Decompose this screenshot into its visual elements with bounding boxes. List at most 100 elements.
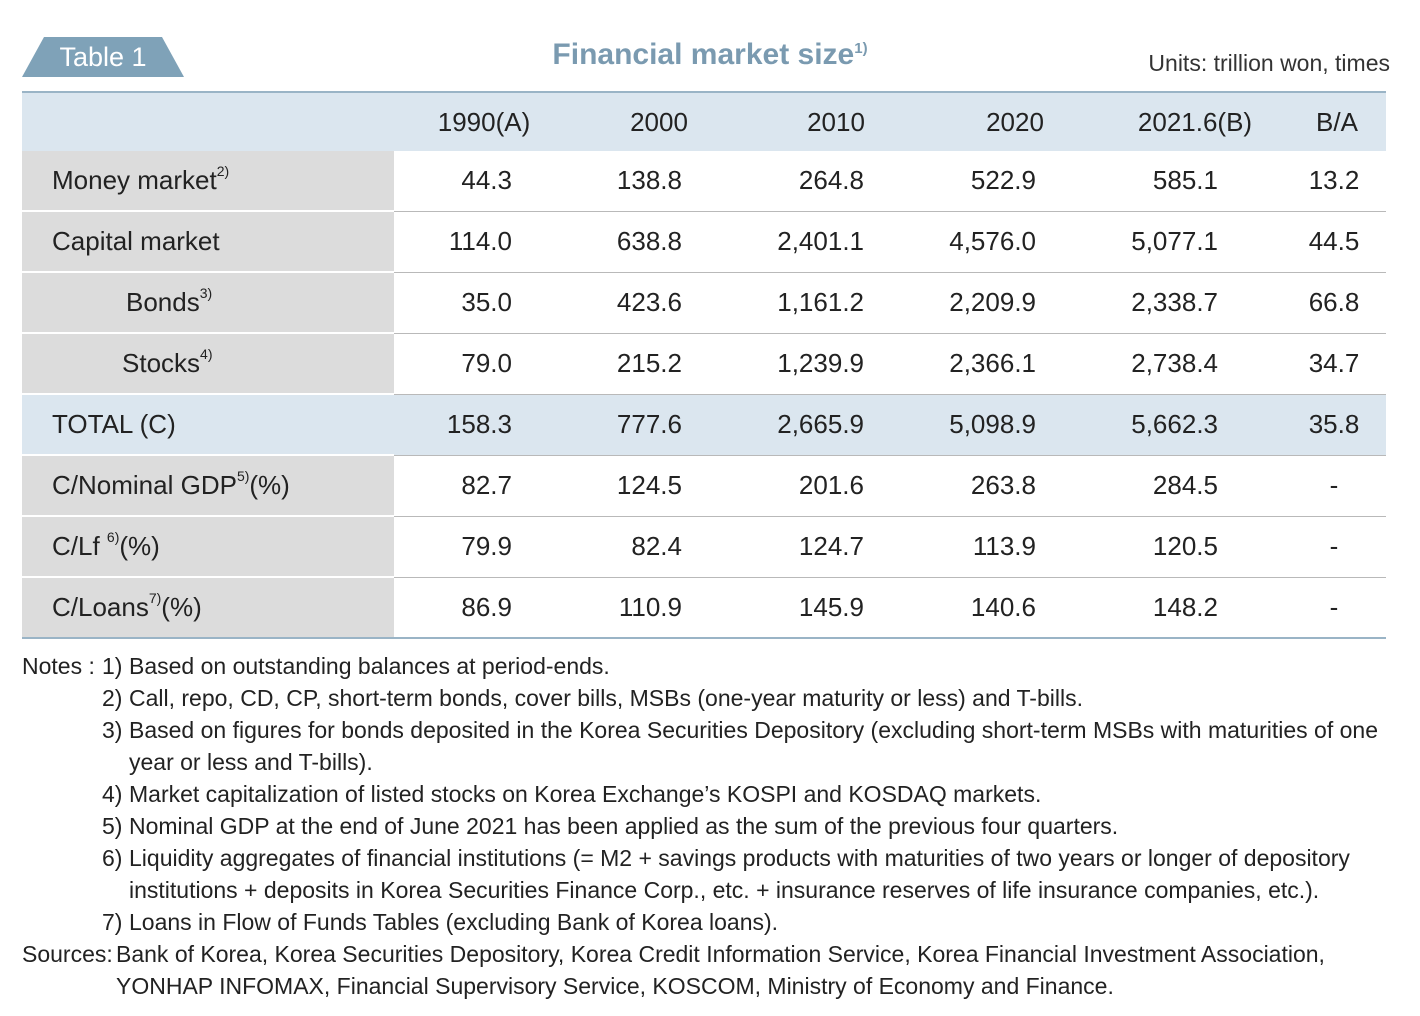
- row-label-text: C/Lf: [52, 531, 107, 561]
- note-text: Based on outstanding balances at period-…: [129, 653, 610, 679]
- financial-market-size-table: 1990(A) 2000 2010 2020 2021.6(B) B/A Mon…: [22, 91, 1386, 639]
- table-cell: 423.6: [574, 272, 744, 334]
- note-indent: [22, 682, 102, 714]
- note-text: Based on figures for bonds deposited in …: [129, 717, 1379, 775]
- table-cell: -: [1288, 516, 1386, 578]
- column-header-2021-6: 2021.6(B): [1102, 92, 1288, 151]
- row-label-suffix: (%): [119, 531, 160, 561]
- note-indent: [22, 714, 102, 778]
- table-cell: 79.9: [394, 516, 574, 578]
- row-footnote-ref: 2): [216, 163, 230, 179]
- row-label-text: TOTAL (C): [52, 409, 176, 439]
- row-label: Capital market: [22, 211, 394, 273]
- note-text: Loans in Flow of Funds Tables (excluding…: [129, 909, 779, 935]
- note-number: 7): [102, 909, 123, 935]
- table-cell: 5,077.1: [1102, 211, 1288, 273]
- table-cell: 2,665.9: [744, 394, 928, 456]
- note-item: 6) Liquidity aggregates of financial ins…: [22, 842, 1392, 906]
- table-header: Table 1 Financial market size1) Units: t…: [0, 0, 1420, 90]
- table-cell: -: [1288, 455, 1386, 517]
- table-row-bonds: Bonds3) 35.0 423.6 1,161.2 2,209.9 2,338…: [22, 272, 1386, 334]
- table-row-stocks: Stocks4) 79.0 215.2 1,239.9 2,366.1 2,73…: [22, 333, 1386, 395]
- table-cell: 66.8: [1288, 272, 1386, 334]
- note-number: 1): [102, 653, 123, 679]
- table-cell: 5,098.9: [928, 394, 1102, 456]
- note-text: Nominal GDP at the end of June 2021 has …: [129, 813, 1119, 839]
- note-number: 3): [102, 717, 123, 743]
- column-header-1990: 1990(A): [394, 92, 574, 151]
- table-notes: Notes : 1) Based on outstanding balances…: [22, 650, 1392, 1002]
- table-cell: 124.7: [744, 516, 928, 578]
- row-footnote-ref: 6): [106, 529, 120, 545]
- table-title-text: Financial market size: [552, 38, 855, 71]
- notes-prefix: Notes :: [22, 653, 95, 679]
- table-cell: 113.9: [928, 516, 1102, 578]
- table-cell: 215.2: [574, 333, 744, 395]
- table-row-c-lf: C/Lf 6)(%) 79.9 82.4 124.7 113.9 120.5 -: [22, 516, 1386, 578]
- sources-label: Sources:: [22, 941, 113, 967]
- column-header-2000: 2000: [574, 92, 744, 151]
- row-label-suffix: (%): [249, 470, 290, 500]
- table-row-money-market: Money market2) 44.3 138.8 264.8 522.9 58…: [22, 151, 1386, 212]
- note-item: 7) Loans in Flow of Funds Tables (exclud…: [22, 906, 1392, 938]
- note-indent: [22, 842, 102, 906]
- table-cell: 777.6: [574, 394, 744, 456]
- table-cell: 35.0: [394, 272, 574, 334]
- row-footnote-ref: 7): [148, 590, 162, 606]
- row-label: C/Loans7)(%): [22, 577, 394, 638]
- note-number: 6): [102, 845, 123, 871]
- table-cell: 638.8: [574, 211, 744, 273]
- note-indent: [22, 810, 102, 842]
- table-number-tag: Table 1: [22, 37, 184, 77]
- note-item: 2) Call, repo, CD, CP, short-term bonds,…: [22, 682, 1392, 714]
- note-text: Market capitalization of listed stocks o…: [129, 781, 1042, 807]
- table-cell: 5,662.3: [1102, 394, 1288, 456]
- row-label-suffix: (%): [161, 592, 202, 622]
- table-row-capital-market: Capital market 114.0 638.8 2,401.1 4,576…: [22, 211, 1386, 273]
- table-cell: 114.0: [394, 211, 574, 273]
- table-cell: 2,401.1: [744, 211, 928, 273]
- table-cell: 1,161.2: [744, 272, 928, 334]
- column-header-2020: 2020: [928, 92, 1102, 151]
- table-cell: 110.9: [618, 591, 682, 622]
- note-indent: [22, 906, 102, 938]
- note-number: 4): [102, 781, 123, 807]
- note-item: Notes : 1) Based on outstanding balances…: [22, 650, 1392, 682]
- table-cell: 264.8: [744, 151, 928, 212]
- row-label-text: C/Loans: [52, 592, 149, 622]
- row-label: Money market2): [22, 151, 394, 212]
- row-label-text: Stocks: [122, 348, 201, 378]
- table-cell: 585.1: [1102, 151, 1288, 212]
- note-number: 2): [102, 685, 123, 711]
- table-cell: 140.6: [970, 591, 1036, 622]
- sources-text: Bank of Korea, Korea Securities Deposito…: [116, 941, 1325, 999]
- table-cell: 79.0: [394, 333, 574, 395]
- table-cell: 1,239.9: [744, 333, 928, 395]
- row-label: Stocks4): [22, 333, 394, 395]
- row-label: C/Lf 6)(%): [22, 516, 394, 578]
- table-cell: 2,338.7: [1102, 272, 1288, 334]
- units-label: Units: trillion won, times: [1148, 50, 1390, 76]
- note-item: 5) Nominal GDP at the end of June 2021 h…: [22, 810, 1392, 842]
- table-cell: 86.9: [461, 591, 512, 622]
- column-header-ratio: B/A: [1288, 92, 1386, 151]
- column-header-label: [22, 92, 394, 151]
- table-cell: 13.2: [1288, 151, 1386, 212]
- row-label-text: Bonds: [126, 287, 200, 317]
- table-cell: 2,209.9: [928, 272, 1102, 334]
- table-cell: 2,366.1: [928, 333, 1102, 395]
- table-cell: 82.7: [394, 455, 574, 517]
- table-cell: 35.8: [1288, 394, 1386, 456]
- table-cell: 44.3: [394, 151, 574, 212]
- table-cell: 263.8: [928, 455, 1102, 517]
- note-number: 5): [102, 813, 123, 839]
- table-cell: 138.8: [574, 151, 744, 212]
- table-row-c-loans: C/Loans7)(%) 86.9 110.9 145.9 140.6 148.…: [22, 577, 1386, 638]
- table-cell: 44.5: [1288, 211, 1386, 273]
- table-title-footnote-ref: 1): [854, 40, 868, 57]
- column-header-2010: 2010: [744, 92, 928, 151]
- table-cell: 158.3: [394, 394, 574, 456]
- table-row-total: TOTAL (C) 158.3 777.6 2,665.9 5,098.9 5,…: [22, 394, 1386, 456]
- table-cell: -: [1329, 591, 1339, 622]
- row-footnote-ref: 5): [236, 468, 250, 484]
